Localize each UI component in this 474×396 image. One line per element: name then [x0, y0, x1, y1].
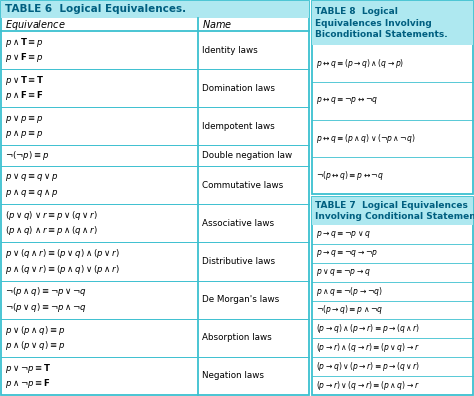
- Text: $p \vee \mathbf{F} \equiv p$: $p \vee \mathbf{F} \equiv p$: [5, 51, 44, 64]
- Text: Domination laws: Domination laws: [202, 84, 275, 93]
- Text: $(p \rightarrow q) \vee (p \rightarrow r) \equiv p \rightarrow (q \vee r)$: $(p \rightarrow q) \vee (p \rightarrow r…: [316, 360, 420, 373]
- Text: $\it{Name}$: $\it{Name}$: [202, 19, 232, 30]
- Text: Idempotent laws: Idempotent laws: [202, 122, 275, 131]
- Bar: [312, 1, 473, 45]
- Text: Negation laws: Negation laws: [202, 371, 264, 381]
- Text: $p \vee q \equiv q \vee p$: $p \vee q \equiv q \vee p$: [5, 171, 58, 183]
- Text: $p \wedge \neg p \equiv \mathbf{F}$: $p \wedge \neg p \equiv \mathbf{F}$: [5, 377, 51, 390]
- Text: Double negation law: Double negation law: [202, 151, 292, 160]
- Text: Associative laws: Associative laws: [202, 219, 274, 228]
- Text: $p \rightarrow q \equiv \neg q \rightarrow \neg p$: $p \rightarrow q \equiv \neg q \rightarr…: [316, 248, 378, 259]
- Text: $p \vee \mathbf{T} \equiv \mathbf{T}$: $p \vee \mathbf{T} \equiv \mathbf{T}$: [5, 74, 45, 87]
- Bar: [1, 1, 309, 395]
- Text: $\neg(p \wedge q) \equiv \neg p \vee \neg q$: $\neg(p \wedge q) \equiv \neg p \vee \ne…: [5, 286, 87, 299]
- Text: $(p \rightarrow r) \vee (q \rightarrow r) \equiv (p \wedge q) \rightarrow r$: $(p \rightarrow r) \vee (q \rightarrow r…: [316, 379, 419, 392]
- Bar: [312, 1, 473, 194]
- Text: $p \rightarrow q \equiv \neg p \vee q$: $p \rightarrow q \equiv \neg p \vee q$: [316, 229, 371, 240]
- Text: De Morgan's laws: De Morgan's laws: [202, 295, 279, 304]
- Bar: [312, 197, 473, 225]
- Text: $p \leftrightarrow q \equiv (p \rightarrow q) \wedge (q \rightarrow p)$: $p \leftrightarrow q \equiv (p \rightarr…: [316, 57, 404, 70]
- Text: $p \wedge \mathbf{T} \equiv p$: $p \wedge \mathbf{T} \equiv p$: [5, 36, 44, 49]
- Text: Distributive laws: Distributive laws: [202, 257, 275, 266]
- Text: $p \leftrightarrow q \equiv (p \wedge q) \vee (\neg p \wedge \neg q)$: $p \leftrightarrow q \equiv (p \wedge q)…: [316, 131, 416, 145]
- Text: $(p \wedge q) \wedge r \equiv p \wedge (q \wedge r)$: $(p \wedge q) \wedge r \equiv p \wedge (…: [5, 225, 98, 238]
- Text: $(p \vee q) \vee r \equiv p \vee (q \vee r)$: $(p \vee q) \vee r \equiv p \vee (q \vee…: [5, 209, 98, 222]
- Text: $p \vee (q \wedge r) \equiv (p \vee q) \wedge (p \vee r)$: $p \vee (q \wedge r) \equiv (p \vee q) \…: [5, 248, 120, 260]
- Text: TABLE 7  Logical Equivalences
Involving Conditional Statements.: TABLE 7 Logical Equivalences Involving C…: [315, 201, 474, 221]
- Text: Identity laws: Identity laws: [202, 46, 258, 55]
- Text: $\neg(p \leftrightarrow q) \equiv p \leftrightarrow \neg q$: $\neg(p \leftrightarrow q) \equiv p \lef…: [316, 169, 384, 182]
- Text: $p \vee (p \wedge q) \equiv p$: $p \vee (p \wedge q) \equiv p$: [5, 324, 65, 337]
- Text: $p \wedge p \equiv p$: $p \wedge p \equiv p$: [5, 128, 43, 140]
- Text: $p \wedge (q \vee r) \equiv (p \wedge q) \vee (p \wedge r)$: $p \wedge (q \vee r) \equiv (p \wedge q)…: [5, 263, 120, 276]
- Bar: [1, 1, 309, 18]
- Text: $(p \rightarrow r) \wedge (q \rightarrow r) \equiv (p \vee q) \rightarrow r$: $(p \rightarrow r) \wedge (q \rightarrow…: [316, 341, 419, 354]
- Text: $p \vee p \equiv p$: $p \vee p \equiv p$: [5, 113, 43, 125]
- Text: $p \wedge q \equiv \neg(p \rightarrow \neg q)$: $p \wedge q \equiv \neg(p \rightarrow \n…: [316, 285, 383, 298]
- Text: $p \wedge q \equiv q \wedge p$: $p \wedge q \equiv q \wedge p$: [5, 187, 58, 199]
- Text: $\neg(\neg p) \equiv p$: $\neg(\neg p) \equiv p$: [5, 149, 49, 162]
- Text: $p \vee q \equiv \neg p \rightarrow q$: $p \vee q \equiv \neg p \rightarrow q$: [316, 267, 371, 278]
- Text: $p \wedge \mathbf{F} \equiv \mathbf{F}$: $p \wedge \mathbf{F} \equiv \mathbf{F}$: [5, 89, 44, 103]
- Text: $\neg(p \vee q) \equiv \neg p \wedge \neg q$: $\neg(p \vee q) \equiv \neg p \wedge \ne…: [5, 301, 87, 314]
- Text: $p \vee \neg p \equiv \mathbf{T}$: $p \vee \neg p \equiv \mathbf{T}$: [5, 362, 51, 375]
- Text: $(p \rightarrow q) \wedge (p \rightarrow r) \equiv p \rightarrow (q \wedge r)$: $(p \rightarrow q) \wedge (p \rightarrow…: [316, 322, 420, 335]
- Text: Commutative laws: Commutative laws: [202, 181, 283, 190]
- Text: Absorption laws: Absorption laws: [202, 333, 272, 342]
- Bar: [312, 197, 473, 395]
- Text: TABLE 6  Logical Equivalences.: TABLE 6 Logical Equivalences.: [5, 4, 186, 15]
- Text: $\neg(p \rightarrow q) \equiv p \wedge \neg q$: $\neg(p \rightarrow q) \equiv p \wedge \…: [316, 303, 383, 316]
- Text: $\it{Equivalence}$: $\it{Equivalence}$: [5, 17, 66, 32]
- Text: $p \leftrightarrow q \equiv \neg p \leftrightarrow \neg q$: $p \leftrightarrow q \equiv \neg p \left…: [316, 95, 378, 107]
- Text: $p \wedge (p \vee q) \equiv p$: $p \wedge (p \vee q) \equiv p$: [5, 339, 65, 352]
- Text: TABLE 8  Logical
Equivalences Involving
Biconditional Statements.: TABLE 8 Logical Equivalences Involving B…: [315, 7, 447, 39]
